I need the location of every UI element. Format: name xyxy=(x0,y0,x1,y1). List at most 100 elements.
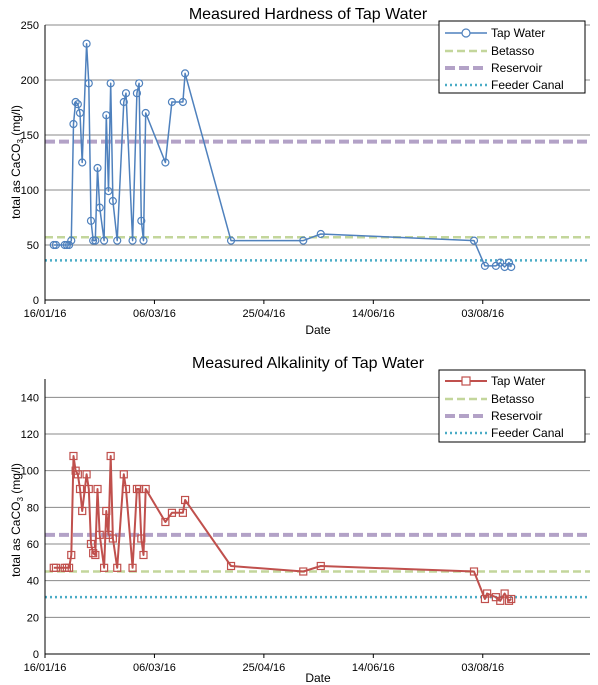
data-point xyxy=(496,258,505,267)
series-marks xyxy=(49,39,516,272)
data-point xyxy=(121,89,131,98)
y-tick-labels: 0 50 100 150 200 250 xyxy=(21,20,39,307)
legend-label: Feeder Canal xyxy=(491,426,564,440)
y-axis-label: total as CaCO3 (mg/l) xyxy=(9,463,25,577)
legend-item-reservoir: Reservoir xyxy=(445,61,542,75)
data-point xyxy=(483,589,492,598)
data-point xyxy=(316,229,325,239)
data-point xyxy=(69,451,78,461)
y-tick-label: 20 xyxy=(27,612,39,624)
data-point xyxy=(91,236,100,245)
data-point xyxy=(78,158,87,167)
data-point xyxy=(316,561,325,571)
y-tick-label: 60 xyxy=(27,539,39,551)
chart-title: Measured Hardness of Tap Water xyxy=(189,6,428,23)
legend-item-tap-water: Tap Water xyxy=(445,374,545,388)
x-axis-label: Date xyxy=(305,671,331,685)
data-point xyxy=(86,216,96,225)
x-tick-label: 14/06/16 xyxy=(352,308,395,320)
data-point xyxy=(64,563,74,572)
data-point xyxy=(119,97,128,107)
data-point xyxy=(178,97,187,107)
x-tick-label: 14/06/16 xyxy=(352,662,395,674)
legend: Tap Water Betasso Reservoir Feeder Canal xyxy=(438,369,586,443)
data-point xyxy=(167,508,177,517)
data-point xyxy=(135,79,144,88)
data-point xyxy=(86,539,96,549)
y-tick-label: 100 xyxy=(21,185,39,197)
y-tick-label: 50 xyxy=(27,240,39,252)
x-tick-label: 03/08/16 xyxy=(461,308,504,320)
data-point xyxy=(93,484,102,494)
data-point xyxy=(139,236,148,245)
data-point xyxy=(62,240,71,250)
y-tick-labels: 0 20 40 60 80 100 120 140 xyxy=(21,392,39,661)
y-tick-label: 140 xyxy=(21,392,39,404)
legend-label: Tap Water xyxy=(491,374,545,388)
data-point xyxy=(128,236,137,245)
data-point xyxy=(73,470,82,479)
data-point xyxy=(121,484,131,494)
x-axis-label: Date xyxy=(305,323,331,337)
data-point xyxy=(71,97,80,107)
data-point xyxy=(95,530,104,539)
x-tick-label: 16/01/16 xyxy=(24,662,67,674)
series-line-tap-water xyxy=(53,455,512,602)
legend-item-feeder-canal: Feeder Canal xyxy=(445,78,564,92)
data-point xyxy=(104,187,113,196)
data-point xyxy=(161,158,170,167)
data-point xyxy=(84,79,93,88)
data-point xyxy=(102,506,111,516)
data-point xyxy=(108,534,117,543)
legend-label: Reservoir xyxy=(491,61,542,75)
data-point xyxy=(507,262,516,272)
data-point xyxy=(108,196,117,206)
data-point xyxy=(64,240,74,250)
alkalinity-chart: Measured Alkalinity of Tap Water 0 20 40 60… xyxy=(9,355,590,685)
legend-label: Betasso xyxy=(491,392,535,406)
data-point xyxy=(69,119,78,129)
y-tick-label: 0 xyxy=(33,295,39,307)
legend-item-betasso: Betasso xyxy=(445,392,535,406)
legend-label: Reservoir xyxy=(491,409,542,423)
legend-item-feeder-canal: Feeder Canal xyxy=(445,426,564,440)
series-marks xyxy=(49,451,516,605)
data-point xyxy=(137,216,146,225)
legend-item-reservoir: Reservoir xyxy=(445,409,542,423)
data-point xyxy=(95,203,104,212)
x-tick-label: 03/08/16 xyxy=(461,662,504,674)
data-point xyxy=(161,517,170,527)
data-point xyxy=(299,236,308,245)
y-axis-label-main: total as CaCO xyxy=(9,144,23,219)
data-point xyxy=(226,561,236,571)
data-point xyxy=(84,484,93,494)
data-point xyxy=(119,470,128,479)
data-point xyxy=(180,495,190,505)
data-point xyxy=(73,100,82,109)
x-tick-label: 25/04/16 xyxy=(242,308,285,320)
data-point xyxy=(469,567,479,576)
data-point xyxy=(106,79,115,88)
x-tick-label: 16/01/16 xyxy=(24,308,67,320)
y-axis-label-subscript: 3 xyxy=(16,497,25,502)
y-axis-label-unit: (mg/l) xyxy=(9,463,23,497)
data-point xyxy=(99,236,109,245)
data-point xyxy=(99,563,109,572)
data-point xyxy=(137,534,146,543)
data-point xyxy=(67,236,76,245)
data-point xyxy=(504,596,514,605)
axes xyxy=(44,379,590,658)
data-point xyxy=(178,508,187,517)
data-point xyxy=(480,261,490,270)
x-tick-label: 06/03/16 xyxy=(133,308,176,320)
data-point xyxy=(91,550,100,560)
y-tick-label: 200 xyxy=(21,75,39,87)
data-point xyxy=(60,240,69,250)
y-tick-label: 150 xyxy=(21,130,39,142)
data-point xyxy=(49,240,58,250)
legend-item-tap-water: Tap Water xyxy=(445,26,545,40)
data-point xyxy=(51,240,61,250)
data-point xyxy=(504,258,514,267)
legend: Tap Water Betasso Reservoir Feeder Canal xyxy=(438,20,586,94)
